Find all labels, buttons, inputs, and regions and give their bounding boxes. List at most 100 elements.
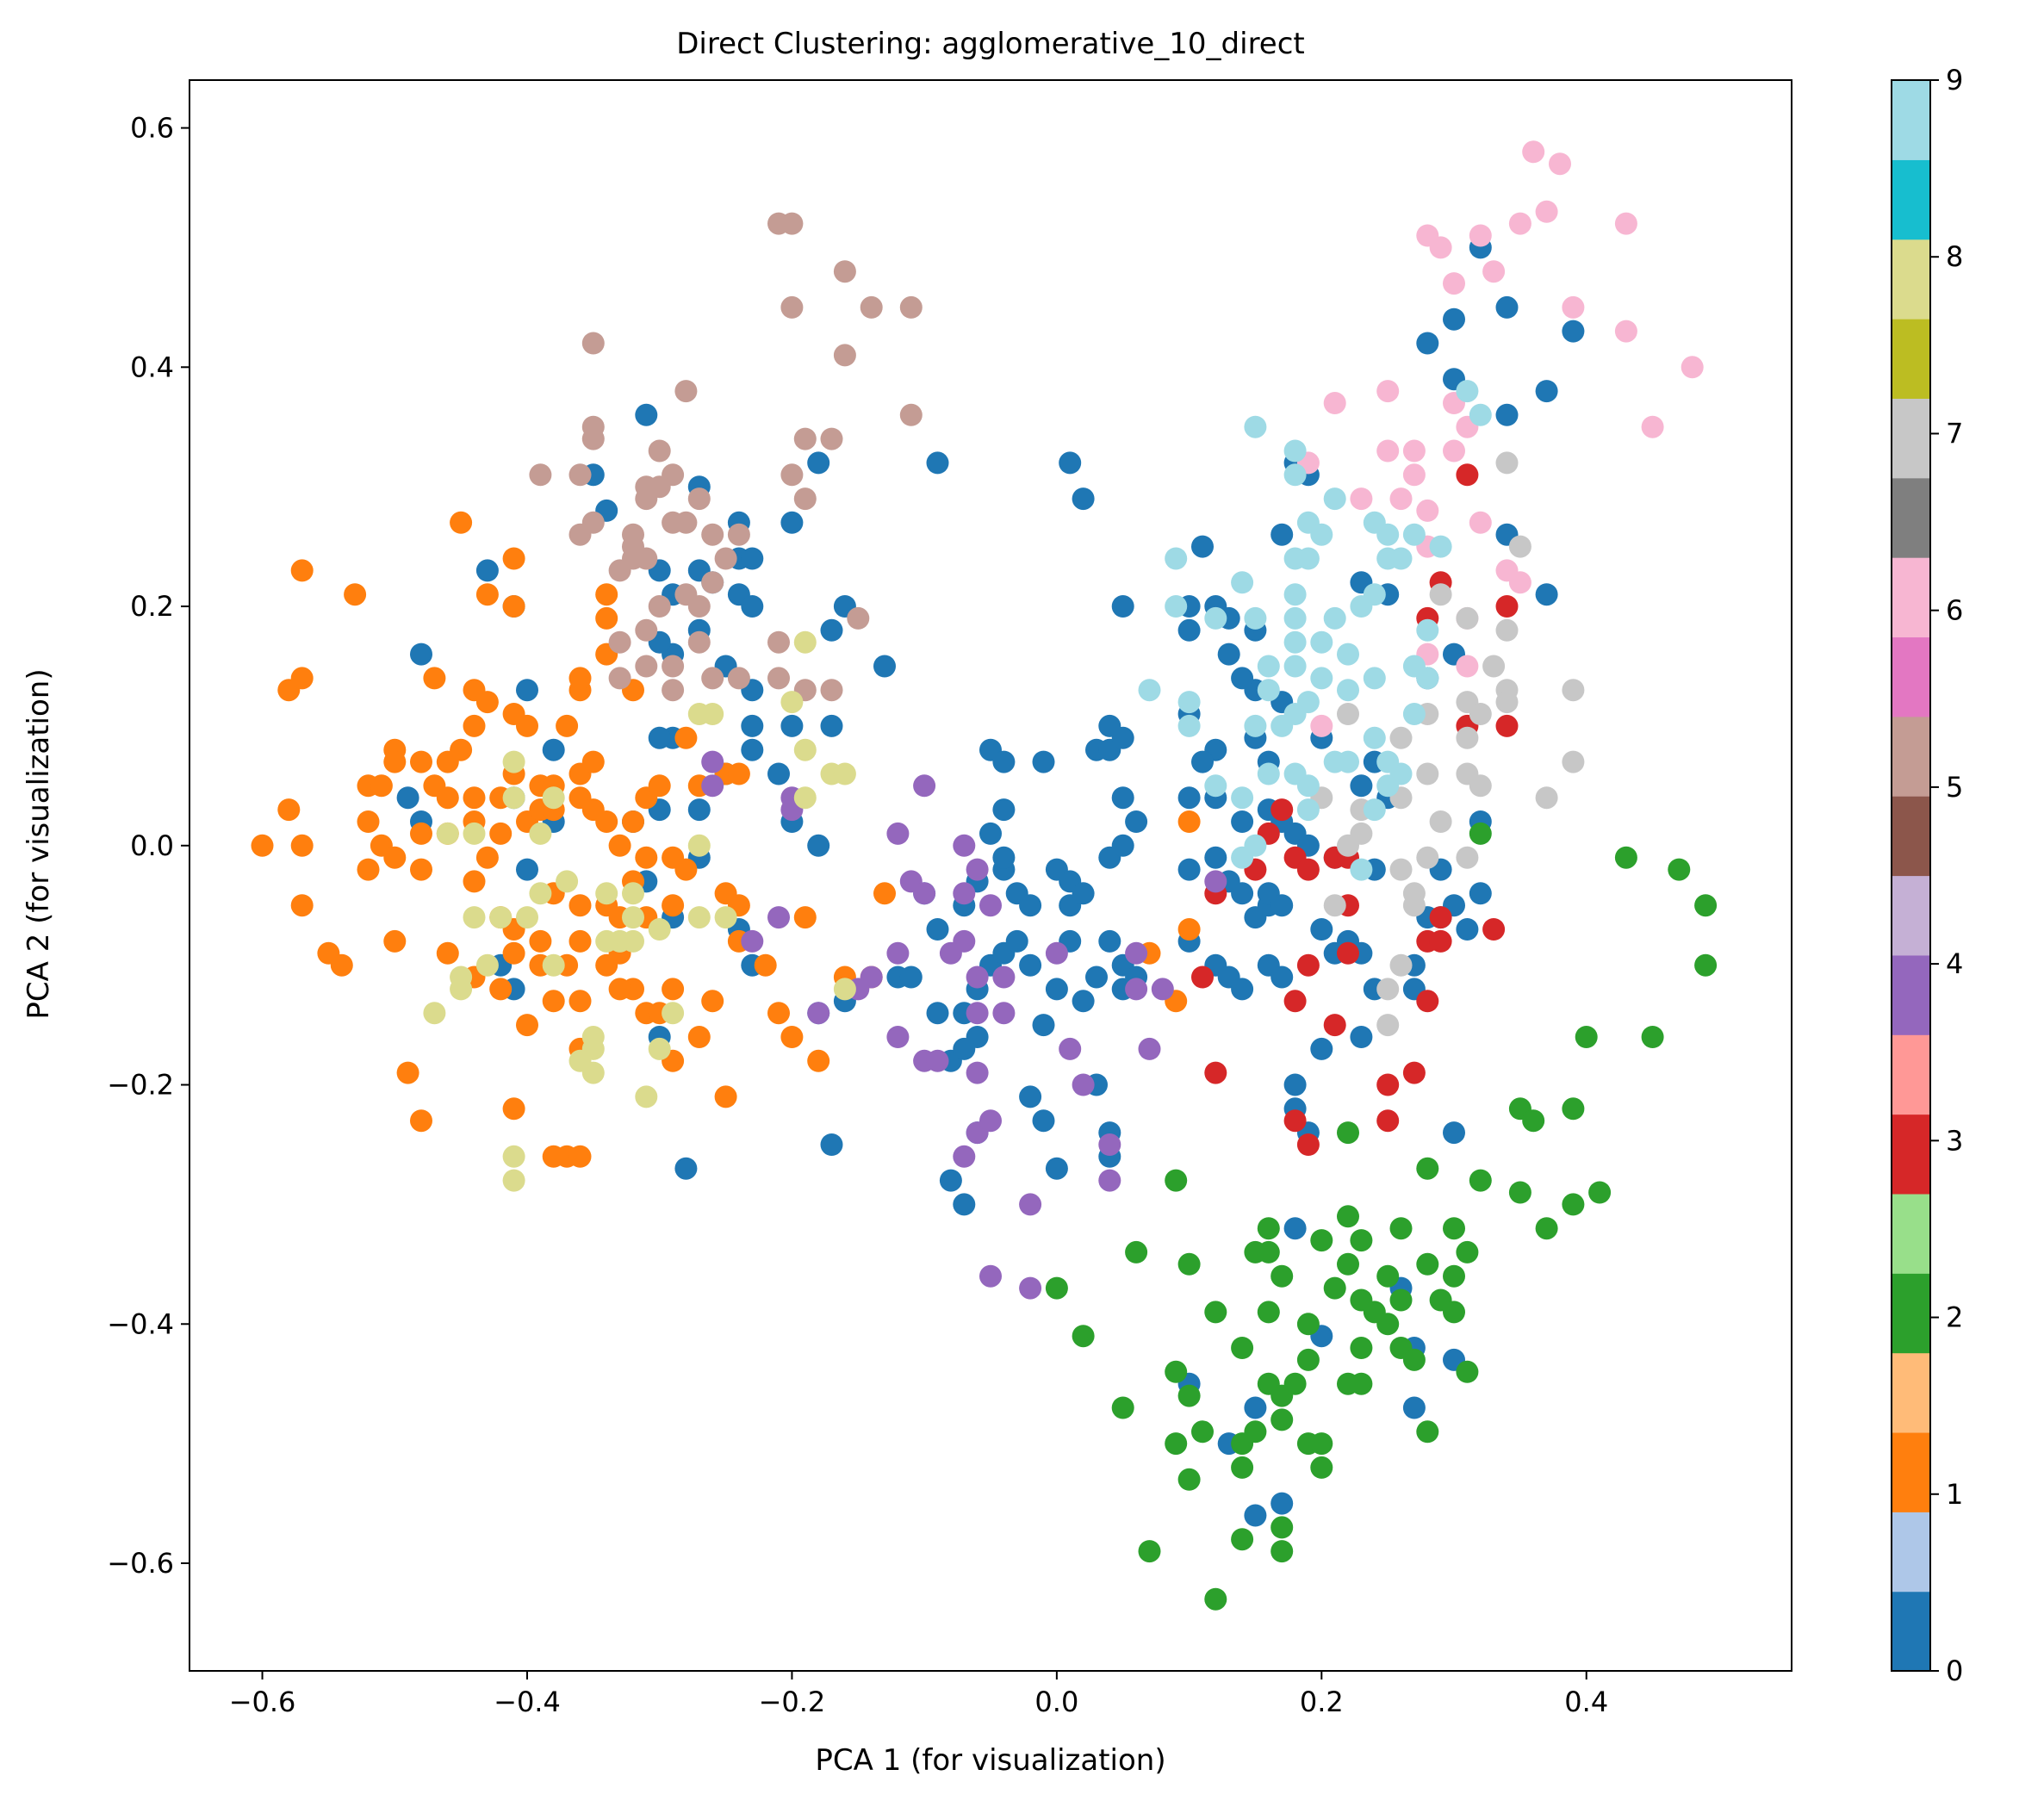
- point-cluster-1-22: [383, 750, 407, 773]
- point-cluster-0-42: [687, 798, 711, 822]
- colorbar-tick-label: 8: [1946, 240, 1963, 273]
- point-cluster-1-76: [383, 929, 407, 953]
- point-cluster-5-4: [860, 295, 883, 319]
- point-cluster-0-131: [1191, 750, 1214, 773]
- point-cluster-0-198: [1535, 380, 1558, 403]
- point-cluster-3-26: [1402, 1061, 1426, 1084]
- point-cluster-8-17: [622, 882, 644, 905]
- point-cluster-5-40: [687, 630, 711, 654]
- point-cluster-4-20: [926, 1049, 949, 1072]
- point-cluster-6-23: [1389, 487, 1413, 511]
- point-cluster-1-115: [727, 762, 750, 785]
- point-cluster-9-49: [1204, 774, 1227, 798]
- point-cluster-5-52: [687, 595, 711, 618]
- point-cluster-1-105: [687, 1026, 711, 1048]
- point-cluster-4-31: [1072, 1073, 1095, 1096]
- point-cluster-9-20: [1283, 606, 1307, 630]
- colorbar-segment-8: [1892, 954, 1930, 1035]
- point-cluster-0-94: [992, 750, 1016, 773]
- point-cluster-2-48: [1350, 1337, 1373, 1359]
- point-cluster-2-34: [1296, 1313, 1320, 1336]
- point-cluster-4-6: [953, 834, 976, 857]
- point-cluster-7-25: [1456, 846, 1479, 869]
- point-cluster-7-17: [1416, 762, 1439, 785]
- point-cluster-0-114: [674, 1157, 698, 1180]
- point-cluster-2-69: [1231, 1528, 1254, 1551]
- point-cluster-7-10: [1469, 703, 1492, 725]
- point-cluster-0-134: [1231, 810, 1254, 833]
- point-cluster-2-35: [1323, 1276, 1346, 1300]
- colorbar-segment-2: [1892, 1431, 1930, 1512]
- point-cluster-0-47: [516, 858, 538, 881]
- point-cluster-2-12: [1416, 1157, 1439, 1180]
- point-cluster-0-9: [1072, 487, 1095, 511]
- colorbar-segment-17: [1892, 239, 1930, 320]
- point-cluster-4-33: [1098, 1169, 1121, 1192]
- point-cluster-4-27: [979, 1109, 1002, 1133]
- point-cluster-5-16: [648, 439, 671, 463]
- x-tick-label: −0.2: [759, 1686, 826, 1718]
- point-cluster-0-149: [1350, 774, 1373, 798]
- point-cluster-0-174: [1469, 882, 1492, 905]
- point-cluster-1-92: [754, 953, 777, 977]
- point-cluster-4-38: [979, 1264, 1002, 1288]
- point-cluster-4-10: [953, 882, 976, 905]
- point-cluster-2-62: [1244, 1420, 1267, 1444]
- x-axis: −0.6 −0.4 −0.2 0.0 0.2 0.4: [229, 1671, 1608, 1718]
- point-cluster-2-4: [1575, 1026, 1598, 1048]
- point-cluster-4-29: [1045, 941, 1068, 965]
- point-cluster-0-141: [1204, 846, 1227, 869]
- point-cluster-8-12: [463, 906, 486, 929]
- point-cluster-8-43: [687, 703, 711, 725]
- point-cluster-6-15: [1323, 392, 1346, 414]
- point-cluster-8-24: [687, 834, 711, 857]
- point-cluster-6-14: [1376, 380, 1400, 403]
- point-cluster-7-30: [1323, 894, 1346, 917]
- point-cluster-8-10: [463, 822, 486, 845]
- point-cluster-2-27: [1443, 1217, 1465, 1240]
- point-cluster-1-58: [290, 834, 314, 857]
- point-cluster-2-73: [1204, 1587, 1227, 1611]
- point-cluster-2-5: [1641, 1026, 1664, 1048]
- point-cluster-4-22: [992, 965, 1016, 989]
- point-cluster-9-55: [1402, 703, 1426, 725]
- point-cluster-4-37: [1019, 1193, 1042, 1216]
- point-cluster-2-25: [1350, 1229, 1373, 1252]
- point-cluster-4-9: [913, 882, 936, 905]
- colorbar-tick-label: 4: [1946, 947, 1963, 980]
- point-cluster-9-24: [1257, 655, 1280, 678]
- point-cluster-4-36: [1151, 978, 1174, 1001]
- point-cluster-9-41: [1337, 750, 1359, 773]
- point-cluster-2-70: [1271, 1540, 1294, 1563]
- point-cluster-9-1: [1283, 439, 1307, 463]
- point-cluster-9-31: [1138, 679, 1161, 702]
- point-cluster-8-23: [714, 906, 737, 929]
- point-cluster-1-102: [568, 990, 592, 1013]
- colorbar-tick-label: 7: [1946, 417, 1963, 450]
- point-cluster-4-39: [1019, 1276, 1042, 1300]
- point-cluster-7-32: [1376, 1014, 1400, 1037]
- point-cluster-5-12: [793, 427, 817, 450]
- point-cluster-1-20: [463, 714, 486, 737]
- point-cluster-1-96: [780, 1026, 804, 1048]
- point-cluster-8-34: [568, 1049, 592, 1072]
- point-cluster-8-11: [436, 822, 459, 845]
- point-cluster-3-23: [1323, 1014, 1346, 1037]
- point-cluster-8-37: [662, 1002, 685, 1025]
- point-cluster-1-79: [489, 978, 513, 1001]
- point-cluster-0-31: [648, 726, 671, 749]
- point-cluster-5-27: [674, 511, 698, 534]
- point-cluster-2-39: [1416, 1252, 1439, 1276]
- point-cluster-9-6: [1310, 523, 1333, 546]
- point-cluster-8-42: [833, 762, 856, 785]
- point-cluster-1-42: [410, 822, 432, 845]
- point-cluster-8-36: [648, 1037, 671, 1060]
- point-cluster-4-28: [953, 1145, 976, 1168]
- point-cluster-4-32: [1098, 1133, 1121, 1156]
- point-cluster-6-13: [1641, 415, 1664, 438]
- point-cluster-1-93: [767, 1002, 790, 1025]
- point-cluster-7-28: [1389, 858, 1413, 881]
- point-cluster-0-104: [1098, 714, 1121, 737]
- point-cluster-8-5: [793, 786, 817, 810]
- colorbar-tick-label: 9: [1946, 64, 1963, 96]
